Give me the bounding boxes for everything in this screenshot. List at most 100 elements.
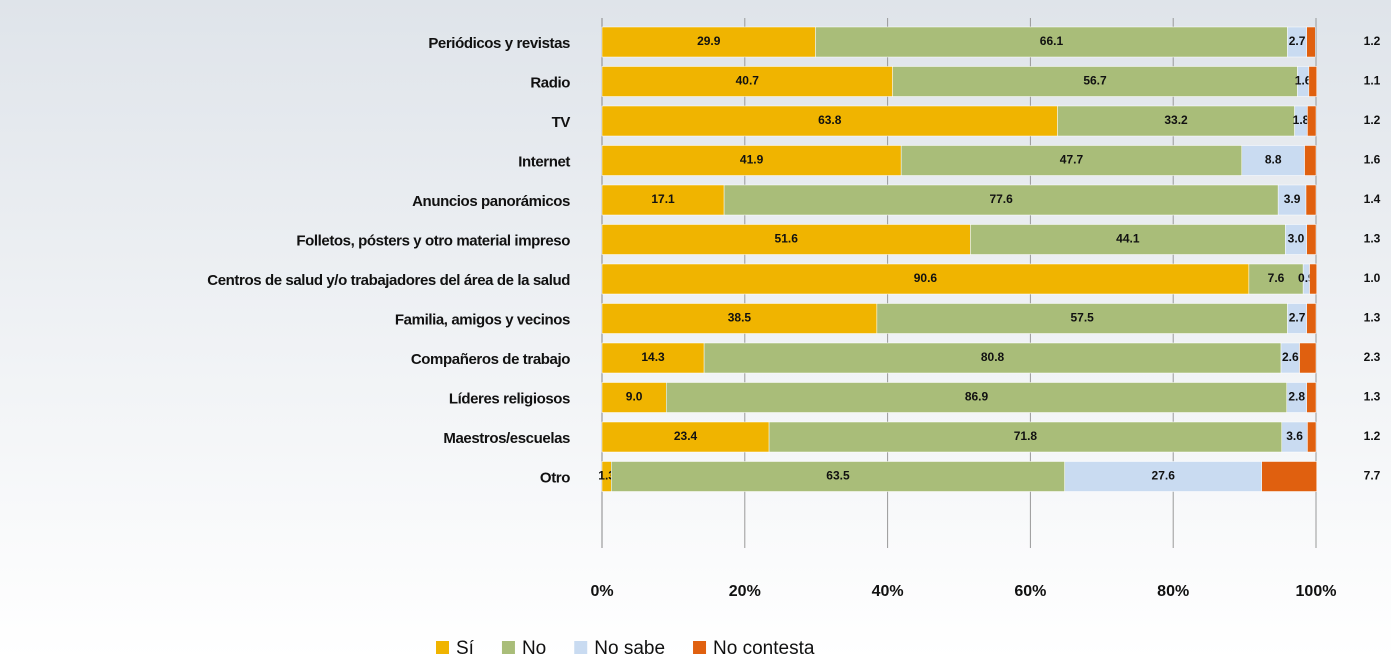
- data-label: 56.7: [1083, 74, 1107, 88]
- legend-label: No sabe: [594, 638, 665, 659]
- data-label: 80.8: [981, 350, 1005, 364]
- bar-segment: [1248, 263, 1304, 295]
- data-label: 14.3: [641, 350, 665, 364]
- y-tick-label: Familia, amigos y vecinos: [395, 311, 570, 328]
- bar-segment: [601, 224, 971, 255]
- data-label: 77.6: [989, 192, 1013, 206]
- bar-segment: [1261, 461, 1317, 492]
- bar-segment: [666, 382, 1287, 413]
- data-label: 44.1: [1116, 232, 1140, 246]
- data-label: 63.8: [818, 113, 842, 127]
- bar-segment: [1241, 145, 1305, 176]
- x-tick-label: 40%: [872, 583, 904, 600]
- bar-segment: [601, 145, 902, 176]
- legend-swatch: [574, 641, 588, 654]
- x-tick-label: 80%: [1157, 583, 1189, 600]
- data-label: 3.9: [1284, 192, 1301, 206]
- x-tick-label: 60%: [1014, 583, 1046, 600]
- data-label: 8.8: [1265, 153, 1282, 167]
- data-label: 23.4: [674, 429, 698, 443]
- x-tick-label: 0%: [590, 583, 613, 600]
- bar-segment: [601, 382, 667, 413]
- data-label: 7.7: [1364, 469, 1381, 483]
- y-tick-label: Periódicos y revistas: [428, 35, 570, 52]
- bar-segment: [970, 224, 1286, 255]
- data-label: 1.8: [1293, 113, 1310, 127]
- bar-segment: [703, 342, 1282, 374]
- data-label: 51.6: [775, 232, 799, 246]
- data-label: 66.1: [1040, 34, 1064, 48]
- bar-segment: [601, 421, 770, 453]
- data-label: 1.2: [1364, 34, 1381, 48]
- x-tick-label: 100%: [1296, 583, 1337, 600]
- legend-swatch: [436, 641, 449, 654]
- data-label: 27.6: [1152, 469, 1176, 483]
- bar-segment: [1307, 421, 1317, 453]
- data-label: 1.4: [1364, 192, 1381, 206]
- data-label: 41.9: [740, 153, 764, 167]
- bar-segment: [1306, 303, 1317, 334]
- bar-segment: [601, 303, 878, 334]
- bar-segment: [723, 184, 1279, 216]
- bar-segment: [1307, 105, 1317, 137]
- bar-segment: [611, 461, 1065, 492]
- data-label: 2.8: [1288, 390, 1305, 404]
- y-tick-label: Internet: [518, 153, 570, 170]
- y-tick-label: Otro: [540, 469, 570, 486]
- data-label: 86.9: [965, 390, 989, 404]
- data-label: 40.7: [736, 74, 760, 88]
- bar-segment: [815, 26, 1288, 58]
- legend-swatch: [501, 641, 515, 654]
- bar-segment: [601, 66, 893, 97]
- data-label: 2.7: [1289, 311, 1306, 325]
- bar-segment: [876, 303, 1288, 334]
- data-label: 33.2: [1164, 113, 1188, 127]
- bar-segment: [1306, 26, 1316, 58]
- bar-segment: [1306, 224, 1317, 255]
- data-label: 2.6: [1282, 350, 1299, 364]
- bar-segment: [1277, 184, 1307, 216]
- bar-segment: [601, 342, 705, 374]
- y-tick-label: Anuncios panorámicos: [412, 193, 570, 210]
- y-tick-label: Compañeros de trabajo: [411, 351, 570, 368]
- legend-label: Sí: [456, 638, 475, 659]
- bar-segment: [1305, 184, 1317, 216]
- data-label: 3.0: [1288, 232, 1305, 246]
- y-tick-label: TV: [552, 114, 571, 131]
- data-label: 90.6: [914, 271, 938, 285]
- data-label: 3.6: [1286, 429, 1303, 443]
- data-label: 1.3: [1364, 232, 1381, 246]
- bar-segment: [601, 263, 1250, 295]
- bar-segment: [601, 105, 1058, 137]
- y-tick-label: Folletos, pósters y otro material impres…: [296, 232, 570, 249]
- data-label: 1.3: [1364, 311, 1381, 325]
- data-label: 2.7: [1289, 34, 1306, 48]
- bar-segment: [1304, 145, 1317, 176]
- legend-swatch: [693, 641, 707, 654]
- y-tick-label: Maestros/escuelas: [443, 430, 570, 447]
- data-label: 1.3: [1364, 390, 1381, 404]
- x-tick-label: 20%: [729, 583, 761, 600]
- data-label: 38.5: [728, 311, 752, 325]
- bar-segment: [1057, 105, 1295, 137]
- bar-segment: [1064, 461, 1262, 492]
- data-label: 1.6: [1364, 153, 1381, 167]
- bar-segment: [900, 145, 1242, 176]
- legend-label: No: [522, 638, 546, 659]
- data-label: 1.1: [1364, 74, 1381, 88]
- bar-segment: [1309, 263, 1317, 295]
- bar-segment: [601, 184, 725, 216]
- y-tick-label: Líderes religiosos: [449, 390, 570, 407]
- data-label: 71.8: [1014, 429, 1038, 443]
- data-label: 1.0: [1364, 271, 1381, 285]
- y-tick-label: Radio: [530, 74, 570, 91]
- bar-segment: [892, 66, 1298, 97]
- data-label: 47.7: [1060, 153, 1084, 167]
- data-label: 2.3: [1364, 350, 1381, 364]
- data-label: 9.0: [626, 390, 643, 404]
- data-label: 29.9: [697, 34, 721, 48]
- legend-label: No contesta: [713, 638, 815, 659]
- data-label: 17.1: [651, 192, 675, 206]
- data-label: 57.5: [1070, 311, 1094, 325]
